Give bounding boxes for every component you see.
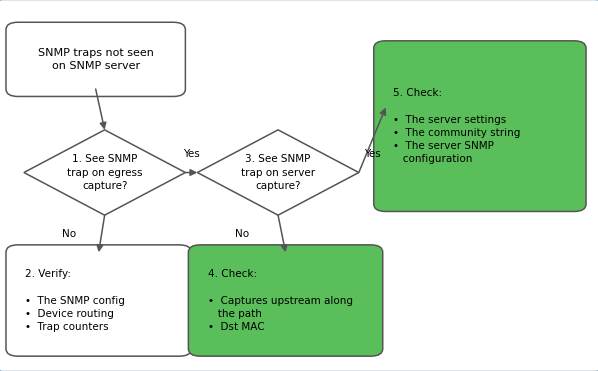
Text: Yes: Yes — [183, 149, 200, 159]
Text: 1. See SNMP
trap on egress
capture?: 1. See SNMP trap on egress capture? — [67, 154, 142, 191]
Text: No: No — [62, 229, 76, 239]
Text: 4. Check:

•  Captures upstream along
   the path
•  Dst MAC: 4. Check: • Captures upstream along the … — [208, 269, 352, 332]
Polygon shape — [24, 130, 185, 215]
FancyBboxPatch shape — [374, 41, 586, 211]
Polygon shape — [197, 130, 359, 215]
Text: 2. Verify:

•  The SNMP config
•  Device routing
•  Trap counters: 2. Verify: • The SNMP config • Device ro… — [25, 269, 125, 332]
FancyBboxPatch shape — [6, 22, 185, 96]
Text: SNMP traps not seen
on SNMP server: SNMP traps not seen on SNMP server — [38, 48, 154, 71]
FancyBboxPatch shape — [6, 245, 191, 356]
Text: 3. See SNMP
trap on server
capture?: 3. See SNMP trap on server capture? — [241, 154, 315, 191]
FancyBboxPatch shape — [188, 245, 383, 356]
Text: No: No — [235, 229, 249, 239]
Text: 5. Check:

•  The server settings
•  The community string
•  The server SNMP
   : 5. Check: • The server settings • The co… — [393, 88, 520, 164]
Text: Yes: Yes — [364, 149, 381, 159]
